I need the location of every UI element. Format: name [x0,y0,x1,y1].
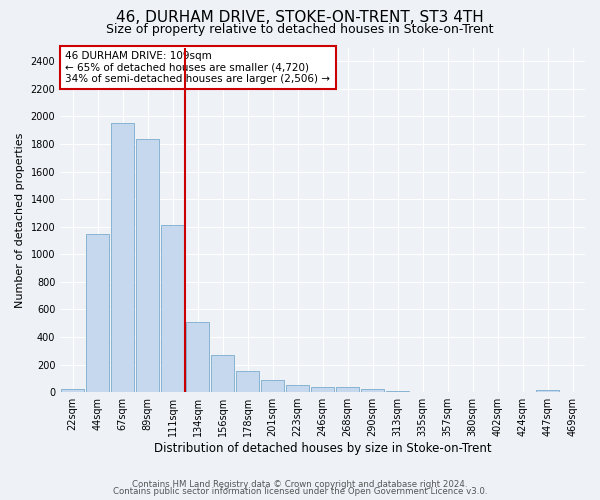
Bar [136,138,159,392]
Text: 46 DURHAM DRIVE: 109sqm
← 65% of detached houses are smaller (4,720)
34% of semi: 46 DURHAM DRIVE: 109sqm ← 65% of detache… [65,51,331,84]
Bar [337,388,359,392]
Bar [112,124,134,392]
X-axis label: Distribution of detached houses by size in Stoke-on-Trent: Distribution of detached houses by size … [154,442,491,455]
Bar [311,386,334,392]
Text: Contains public sector information licensed under the Open Government Licence v3: Contains public sector information licen… [113,487,487,496]
Bar [262,380,284,392]
Bar [236,371,259,392]
Bar [86,234,109,392]
Bar [386,391,409,392]
Bar [536,390,559,392]
Bar [61,389,84,392]
Y-axis label: Number of detached properties: Number of detached properties [15,132,25,308]
Text: Contains HM Land Registry data © Crown copyright and database right 2024.: Contains HM Land Registry data © Crown c… [132,480,468,489]
Bar [187,322,209,392]
Bar [211,355,234,392]
Text: Size of property relative to detached houses in Stoke-on-Trent: Size of property relative to detached ho… [106,22,494,36]
Bar [161,226,184,392]
Text: 46, DURHAM DRIVE, STOKE-ON-TRENT, ST3 4TH: 46, DURHAM DRIVE, STOKE-ON-TRENT, ST3 4T… [116,10,484,25]
Bar [361,390,384,392]
Bar [286,384,309,392]
